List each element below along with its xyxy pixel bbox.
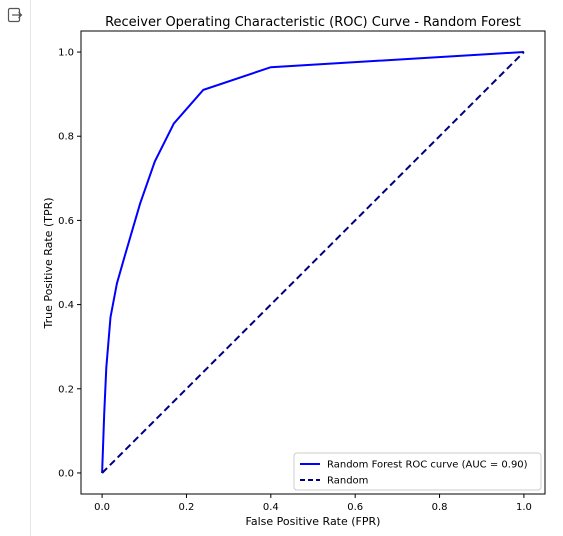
legend-entry-label: Random Forest ROC curve (AUC = 0.90): [327, 460, 528, 471]
legend-box: [293, 452, 542, 491]
legend: Random Forest ROC curve (AUC = 0.90) Rand…: [293, 452, 542, 491]
x-tick-label: 0.4: [263, 502, 279, 513]
x-tick-label: 0.8: [432, 502, 448, 513]
y-tick-label: 0.8: [58, 132, 74, 143]
y-tick-label: 1.0: [58, 48, 74, 59]
x-tick-label: 0.6: [347, 502, 363, 513]
cell-output-area: [30, 0, 563, 536]
chart-title: Receiver Operating Characteristic (ROC) …: [105, 15, 521, 30]
x-tick-label: 1.0: [516, 502, 532, 513]
y-tick-label: 0.0: [58, 468, 74, 479]
y-tick-label: 0.6: [58, 216, 74, 227]
plot-frame: [80, 30, 546, 495]
roc-curve-line: [101, 51, 524, 474]
y-tick-label: 0.2: [58, 384, 74, 395]
random-baseline-line: [101, 51, 525, 474]
output-expand-icon[interactable]: [7, 7, 23, 23]
legend-entry-label: Random: [327, 476, 368, 487]
y-axis-label: True Positive Rate (TPR): [42, 197, 55, 329]
y-tick-label: 0.4: [58, 300, 74, 311]
x-tick-label: 0.2: [179, 502, 195, 513]
x-tick-label: 0.0: [94, 502, 110, 513]
x-axis-label: False Positive Rate (FPR): [246, 515, 381, 528]
